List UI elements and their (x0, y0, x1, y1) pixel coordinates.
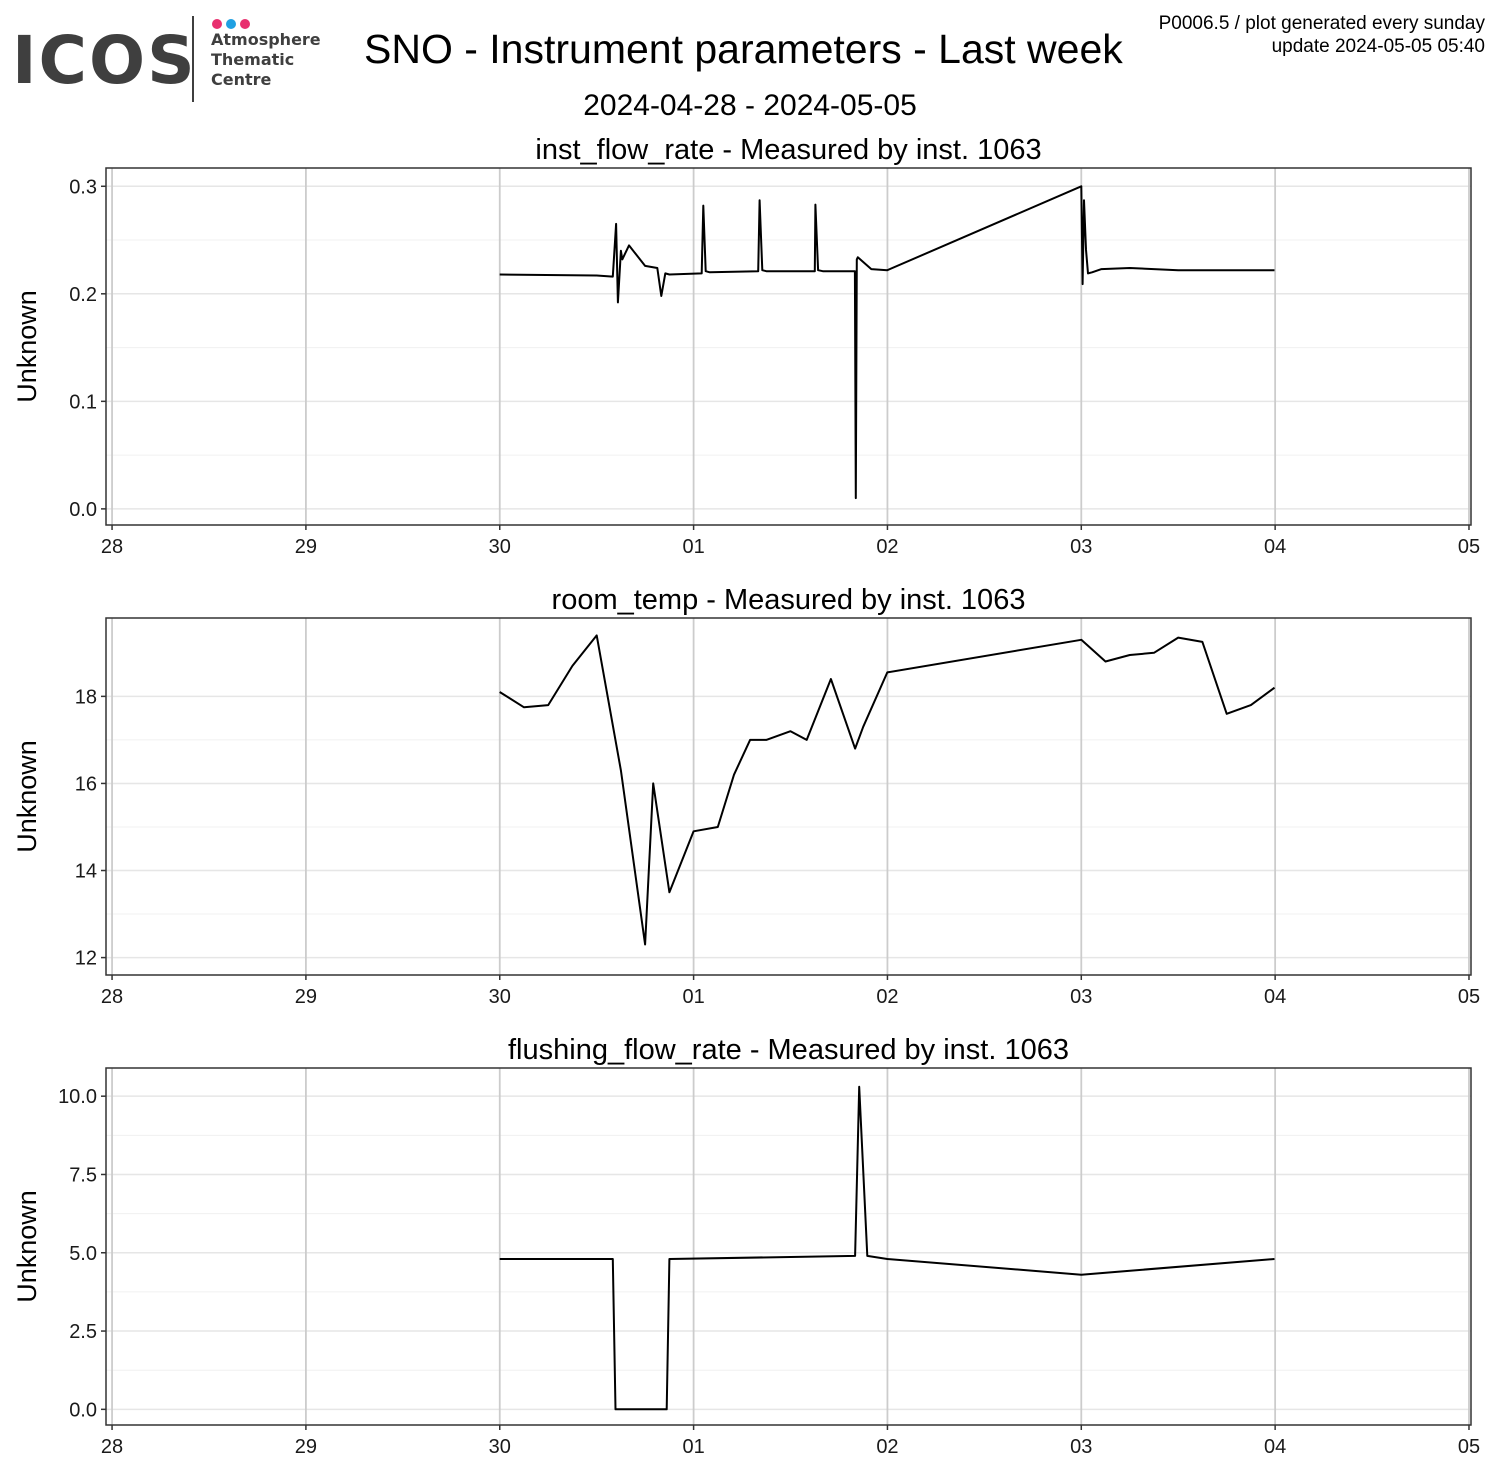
y-tick-label: 10.0 (58, 1086, 97, 1108)
y-tick-label: 16 (75, 773, 97, 795)
page-title: SNO - Instrument parameters - Last week (364, 26, 1123, 72)
series-line (499, 634, 1276, 946)
plot-border (105, 617, 1472, 976)
series-line (499, 185, 1275, 500)
x-tick-label: 01 (682, 986, 704, 1008)
chart-panel: 0.0 0.1 0.2 0.3 28 29 30 01 02 03 04 05 inst_flow_ra… (12, 134, 1480, 558)
x-tick-label: 30 (489, 986, 511, 1008)
x-tick-label: 30 (489, 536, 511, 558)
chart-title: flushing_flow_rate - Measured by inst. 1… (508, 1034, 1069, 1066)
logo-dots-icon (212, 16, 256, 29)
x-tick-label: 30 (489, 1436, 511, 1458)
series-line (499, 1085, 1275, 1411)
plot-metadata: P0006.5 / plot generated every sunday up… (1159, 12, 1485, 58)
logo-divider (192, 16, 194, 102)
x-tick-label: 03 (1070, 1436, 1092, 1458)
logo-dot-icon (212, 19, 222, 29)
x-tick-label: 01 (682, 1436, 704, 1458)
y-tick-label: 5.0 (69, 1243, 97, 1265)
x-tick-label: 04 (1264, 536, 1286, 558)
y-axis-label: Unknown (12, 740, 42, 853)
logo-wordmark: ICOS (12, 22, 197, 99)
x-tick-label: 28 (101, 536, 123, 558)
x-tick-label: 02 (876, 986, 898, 1008)
y-tick-label: 12 (75, 948, 97, 970)
y-axis-label: Unknown (12, 290, 42, 403)
plot-border (105, 167, 1472, 526)
x-tick-label: 02 (876, 536, 898, 558)
plot-background (106, 618, 1471, 975)
x-tick-label: 04 (1264, 1436, 1286, 1458)
y-tick-label: 0.2 (69, 284, 97, 306)
update-timestamp: update 2024-05-05 05:40 (1271, 36, 1485, 57)
chart-title: room_temp - Measured by inst. 1063 (552, 584, 1026, 616)
y-tick-label: 0.0 (69, 499, 97, 521)
y-tick-label: 0.1 (69, 391, 97, 413)
logo-dot-icon (226, 19, 236, 29)
x-tick-label: 28 (101, 1436, 123, 1458)
y-tick-label: 0.3 (69, 176, 97, 198)
logo-dot-icon (240, 19, 250, 29)
plot-background (106, 1068, 1471, 1425)
chart-panel: 0.0 2.5 5.0 7.5 10.0 28 29 30 01 02 03 04 05 flushing… (12, 1034, 1480, 1458)
y-tick-label: 7.5 (69, 1164, 97, 1186)
x-tick-label: 01 (682, 536, 704, 558)
x-tick-label: 03 (1070, 536, 1092, 558)
y-tick-label: 0.0 (69, 1399, 97, 1421)
x-tick-label: 04 (1264, 986, 1286, 1008)
x-tick-label: 03 (1070, 986, 1092, 1008)
x-tick-label: 02 (876, 1436, 898, 1458)
y-axis-label: Unknown (12, 1190, 42, 1303)
plot-generated-note: P0006.5 / plot generated every sunday (1158, 13, 1485, 34)
chart-panel: 12 14 16 18 28 29 30 01 02 03 04 05 room_temp - Meas… (12, 584, 1480, 1008)
chart-title: inst_flow_rate - Measured by inst. 1063 (535, 134, 1041, 166)
logo-caption: Atmosphere Thematic Centre (211, 30, 321, 90)
x-tick-label: 05 (1458, 536, 1480, 558)
icos-logo: ICOS Atmosphere Thematic Centre (10, 14, 330, 106)
logo-caption-line: Thematic (211, 50, 295, 69)
y-tick-label: 14 (75, 861, 97, 883)
x-tick-label: 28 (101, 986, 123, 1008)
page-subtitle: 2024-04-28 - 2024-05-05 (583, 89, 917, 122)
plot-background (106, 168, 1471, 525)
x-tick-label: 29 (295, 1436, 317, 1458)
logo-caption-line: Centre (211, 70, 272, 89)
x-tick-label: 05 (1458, 986, 1480, 1008)
x-tick-label: 05 (1458, 1436, 1480, 1458)
logo-caption-line: Atmosphere (211, 30, 321, 49)
y-tick-label: 2.5 (69, 1321, 97, 1343)
x-tick-label: 29 (295, 536, 317, 558)
plot-border (105, 1067, 1472, 1426)
y-tick-label: 18 (75, 686, 97, 708)
x-tick-label: 29 (295, 986, 317, 1008)
